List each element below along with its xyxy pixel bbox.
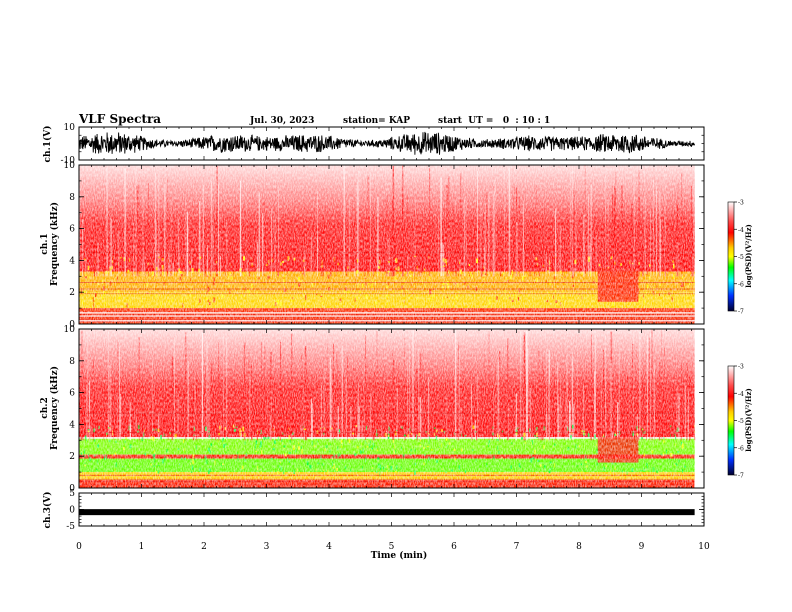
x-tick-label: 7	[514, 542, 520, 552]
colorbar-tick-label: -4	[738, 391, 744, 398]
ch1-waveform-ylabel: ch.1(V)	[42, 126, 53, 163]
spectrogram-grain	[79, 165, 695, 324]
y-tick-label: 2	[69, 288, 75, 298]
colorbar-tick-label: -5	[738, 418, 744, 425]
ch1-waveform-ticks: 10 -10	[61, 123, 705, 166]
ch2-spectrogram-ylabel-channel: ch.2	[40, 397, 50, 418]
ch1-spectrogram-ticks: 0 2 4 6 8 10	[64, 161, 705, 330]
y-tick-label: 0	[69, 320, 75, 330]
colorbar-tick-label: -6	[738, 281, 744, 288]
ch2-spectrogram-ticks: 0 2 4 6 8 10	[64, 325, 705, 494]
ch2-colorbar-ramp	[727, 365, 735, 476]
x-tick-label: 3	[264, 542, 270, 552]
y-tick-label: 0	[69, 484, 75, 494]
y-tick-label: -5	[66, 522, 75, 532]
spectrogram-fleck	[694, 431, 696, 433]
station-label: station= KAP	[343, 116, 410, 126]
colorbar-tick-label: -3	[738, 200, 744, 207]
ch1-spectrogram-ylabel-channel: ch.1	[40, 233, 50, 254]
colorbar-tick-label: -6	[738, 445, 744, 452]
colorbar-tick-label: -4	[738, 227, 744, 234]
spectrogram-grain	[79, 329, 695, 488]
y-tick-label: -10	[61, 156, 76, 166]
y-tick-label: 10	[64, 161, 76, 171]
y-tick-label: 8	[69, 357, 75, 367]
ch2-colorbar: -3 -4 -5 -6 -7 log(PSD)(V²/Hz)	[727, 364, 753, 480]
figure-header: VLF Spectra Jul. 30, 2023 station= KAP s…	[78, 112, 550, 126]
ch1-waveform-panel: 10 -10 ch.1(V)	[42, 123, 705, 166]
ch2-spectrogram-ylabel: Frequency (kHz)	[49, 366, 60, 450]
ch1-spectrogram-image	[79, 165, 696, 324]
figure-title: VLF Spectra	[78, 112, 161, 126]
ch1-colorbar-ramp	[727, 201, 735, 312]
y-tick-label: 0	[69, 506, 75, 516]
ch2-spectrogram-panel: 0 2 4 6 8 10 ch.2 Frequency (kHz)	[40, 325, 705, 494]
spectrogram-streak	[694, 437, 696, 441]
ch2-colorbar-label: log(PSD)(V²/Hz)	[744, 388, 753, 452]
ch1-colorbar-ticks: -3 -4 -5 -6 -7	[734, 200, 744, 316]
ch1-spectrogram-ylabel: Frequency (kHz)	[49, 202, 60, 286]
colorbar-tick-label: -5	[738, 254, 744, 261]
ch3-waveform-line	[79, 509, 695, 516]
y-tick-label: 6	[69, 225, 75, 235]
colorbar-tick-label: -7	[738, 309, 744, 316]
ch1-waveform-trace	[78, 131, 696, 155]
y-tick-label: 10	[64, 123, 76, 133]
x-tick-label: 4	[326, 542, 332, 552]
ch1-colorbar: -3 -4 -5 -6 -7 log(PSD)(V²/Hz)	[727, 200, 753, 316]
x-tick-label: 0	[76, 542, 82, 552]
y-tick-label: 10	[64, 325, 76, 335]
ch2-colorbar-ticks: -3 -4 -5 -6 -7	[734, 364, 744, 480]
x-tick-label: 8	[576, 542, 582, 552]
ch1-waveform-line	[78, 131, 696, 155]
y-tick-label: 6	[69, 389, 75, 399]
ch3-waveform-trace	[79, 509, 695, 516]
ch1-colorbar-label: log(PSD)(V²/Hz)	[744, 224, 753, 288]
y-tick-label: 4	[69, 420, 75, 430]
colorbar-tick-label: -7	[738, 473, 744, 480]
x-tick-label: 1	[139, 542, 145, 552]
y-tick-label: 8	[69, 193, 75, 203]
ch3-waveform-ylabel: ch.3(V)	[42, 492, 53, 529]
start-ut-label: start UT = 0 : 10 : 1	[438, 116, 550, 126]
date-label: Jul. 30, 2023	[249, 116, 314, 126]
y-tick-label: 4	[69, 256, 75, 266]
colorbar-tick-label: -3	[738, 364, 744, 371]
time-axis: 0 1 2 3 4 5 6 7 8 9 10	[76, 542, 710, 552]
ch2-spectrogram-image	[79, 329, 696, 488]
ch1-spectrogram-panel: 0 2 4 6 8 10 ch.1 Frequency (kHz)	[40, 161, 705, 330]
y-tick-label: 5	[69, 489, 75, 499]
x-tick-label: 10	[698, 542, 710, 552]
x-tick-label: 6	[451, 542, 457, 552]
x-tick-label: 2	[201, 542, 207, 552]
x-tick-label: 9	[639, 542, 645, 552]
time-axis-label: Time (min)	[371, 550, 428, 561]
x-tick-label: 5	[389, 542, 395, 552]
y-tick-label: 2	[69, 452, 75, 462]
ch3-waveform-ticks: 5 0 -5	[66, 489, 705, 532]
ch3-waveform-panel: 5 0 -5 ch.3(V)	[42, 489, 705, 532]
